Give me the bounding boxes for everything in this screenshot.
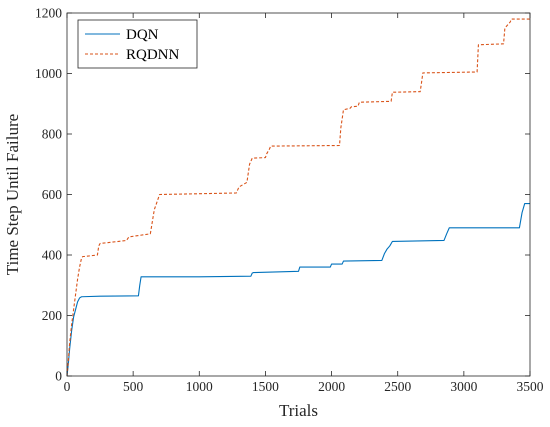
tick-labels: 0 500 1000 1500 2000 2500 3000 3500 0 200 400 600 80… [35,6,544,395]
x-tick-label: 2500 [384,379,411,394]
x-tick-label: 500 [123,379,144,394]
series-lines [66,18,530,377]
legend-label-dqn: DQN [126,27,159,43]
y-axis-title: Time Step Until Failure [3,114,22,275]
x-tick-label: 2000 [318,379,345,394]
series-line-dqn [66,203,530,377]
legend-label-rqdnn: RQDNN [126,47,180,63]
x-axis-title: Trials [279,401,318,420]
y-tick-label: 1200 [35,6,62,21]
y-tick-label: 400 [42,248,63,263]
y-tick-label: 200 [42,308,63,323]
x-tick-label: 0 [64,379,71,394]
y-tick-label: 1000 [35,66,62,81]
legend: DQN RQDNN [77,19,198,69]
x-tick-label: 1000 [186,379,213,394]
x-tick-label: 1500 [252,379,279,394]
x-tick-label: 3500 [517,379,544,394]
y-tick-label: 600 [42,187,63,202]
plot-background [67,13,530,376]
y-tick-label: 0 [55,369,62,384]
x-tick-label: 3000 [450,379,477,394]
tick-marks [66,12,531,377]
legend-box [77,19,198,69]
y-tick-label: 800 [42,127,63,142]
